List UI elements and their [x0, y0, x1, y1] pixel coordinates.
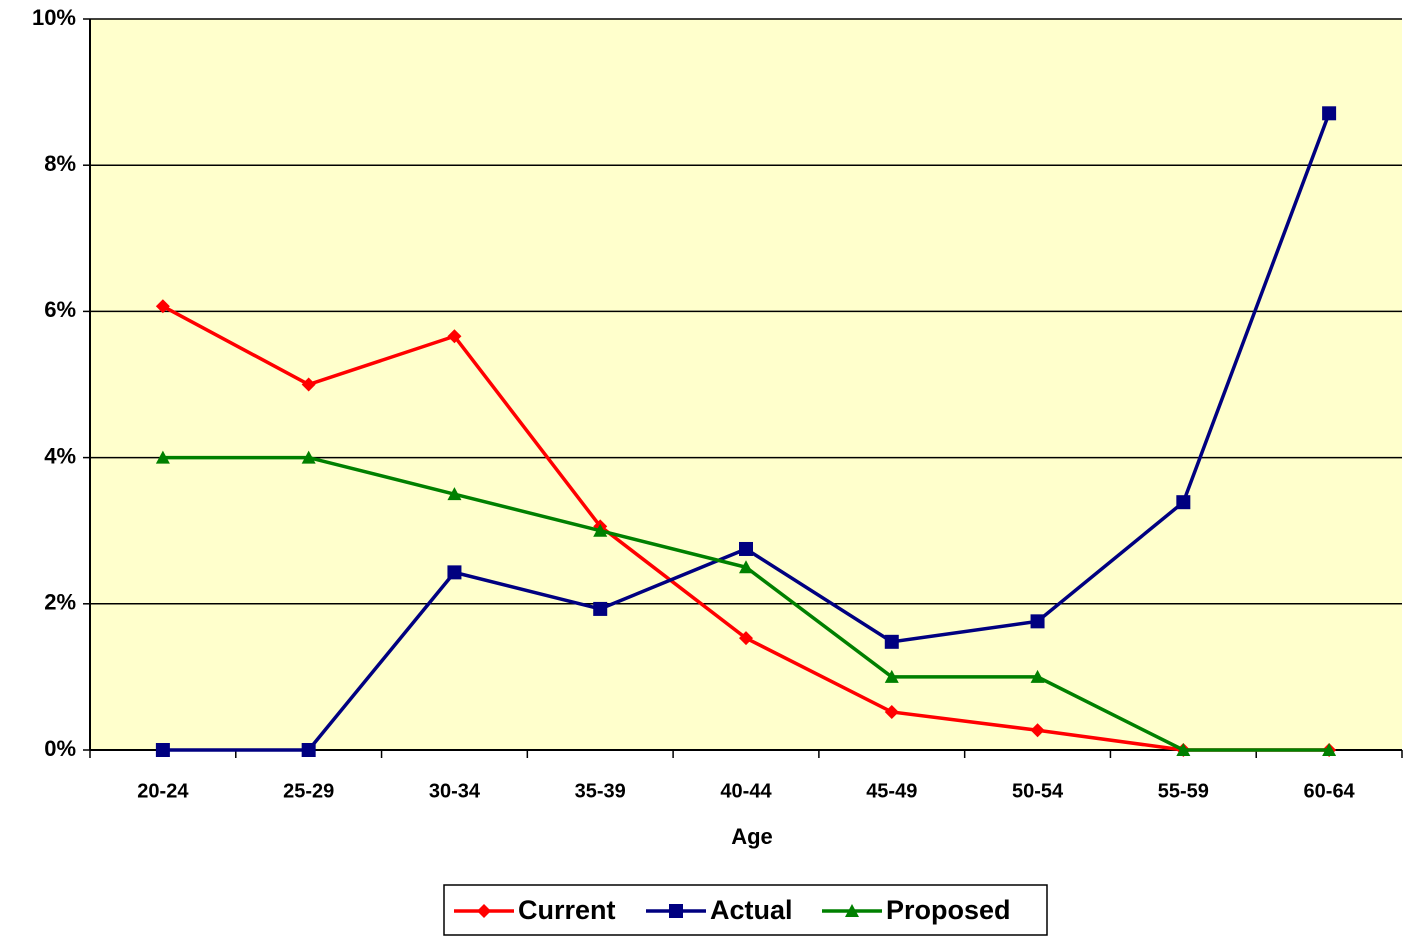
- x-tick-label: 45-49: [866, 780, 917, 802]
- data-point: [447, 487, 462, 501]
- data-point: [1322, 106, 1337, 121]
- data-point: [593, 601, 608, 616]
- x-tick-label: 25-29: [283, 780, 334, 802]
- legend-marker: [845, 904, 859, 917]
- data-point: [739, 560, 753, 574]
- data-point: [155, 450, 170, 464]
- legend-label: Current: [518, 895, 616, 925]
- y-tick-label: 2%: [44, 590, 76, 615]
- data-point: [155, 743, 170, 757]
- x-tick-label: 35-39: [575, 780, 626, 802]
- data-point: [301, 377, 316, 392]
- x-axis-label: Age: [731, 824, 773, 849]
- data-point: [884, 669, 899, 683]
- y-tick-label: 10%: [32, 5, 76, 30]
- y-tick-label: 6%: [44, 297, 76, 322]
- x-tick-label: 60-64: [1304, 780, 1356, 802]
- legend-label: Actual: [710, 895, 793, 925]
- data-point: [1030, 614, 1045, 629]
- x-tick-label: 50-54: [1012, 780, 1064, 802]
- data-point: [739, 631, 753, 646]
- data-point: [739, 541, 753, 556]
- x-tick-label: 30-34: [429, 780, 481, 802]
- y-tick-label: 0%: [44, 736, 76, 761]
- data-point: [1176, 495, 1191, 510]
- x-tick-label: 55-59: [1158, 780, 1209, 802]
- data-point: [884, 634, 899, 649]
- data-point: [593, 523, 608, 537]
- data-point: [301, 450, 316, 464]
- legend-box: [443, 884, 1048, 936]
- y-tick-label: 8%: [44, 151, 76, 176]
- x-tick-label: 40-44: [720, 780, 772, 802]
- data-point: [884, 704, 899, 719]
- data-point: [1030, 669, 1045, 683]
- data-point: [1030, 723, 1045, 738]
- data-point: [155, 299, 170, 314]
- data-point: [1322, 743, 1337, 756]
- y-tick-label: 4%: [44, 443, 76, 468]
- data-point: [447, 329, 462, 344]
- legend-label: Proposed: [886, 895, 1011, 925]
- legend-marker: [669, 904, 683, 918]
- legend-marker: [477, 904, 491, 918]
- data-point: [1176, 743, 1191, 756]
- data-point: [447, 565, 462, 580]
- data-point: [301, 743, 316, 757]
- x-tick-label: 20-24: [137, 780, 189, 802]
